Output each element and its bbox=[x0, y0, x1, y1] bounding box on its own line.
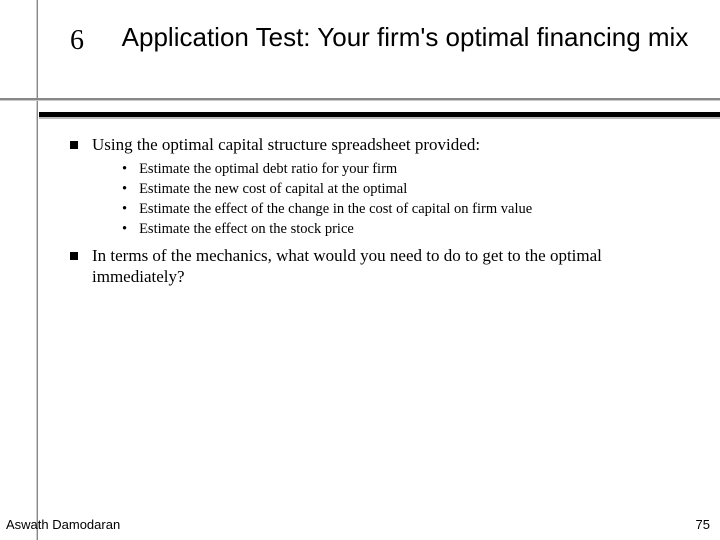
slide-body: Using the optimal capital structure spre… bbox=[62, 134, 692, 291]
square-bullet-icon bbox=[70, 252, 78, 260]
slide-header: 6 Application Test: Your firm's optimal … bbox=[70, 22, 690, 56]
bullet-level2: • Estimate the optimal debt ratio for yo… bbox=[122, 159, 692, 179]
sub-bullet-text: Estimate the effect of the change in the… bbox=[139, 199, 532, 219]
dot-bullet-icon: • bbox=[122, 179, 127, 199]
sub-bullet-text: Estimate the new cost of capital at the … bbox=[139, 179, 407, 199]
sub-bullet-text: Estimate the effect on the stock price bbox=[139, 219, 354, 239]
footer-page-number: 75 bbox=[696, 517, 710, 532]
bullet-level2: • Estimate the new cost of capital at th… bbox=[122, 179, 692, 199]
vertical-rule bbox=[36, 0, 38, 540]
slide-title: Application Test: Your firm's optimal fi… bbox=[120, 22, 690, 52]
dot-bullet-icon: • bbox=[122, 219, 127, 239]
bullet-text: In terms of the mechanics, what would yo… bbox=[92, 245, 692, 287]
title-row: 6 Application Test: Your firm's optimal … bbox=[70, 22, 690, 56]
bullet-level2: • Estimate the effect of the change in t… bbox=[122, 199, 692, 219]
hourglass-icon: 6 bbox=[70, 26, 102, 56]
sub-bullet-text: Estimate the optimal debt ratio for your… bbox=[139, 159, 397, 179]
dot-bullet-icon: • bbox=[122, 199, 127, 219]
square-bullet-icon bbox=[70, 141, 78, 149]
bullet-level1: Using the optimal capital structure spre… bbox=[62, 134, 692, 155]
slide: 6 Application Test: Your firm's optimal … bbox=[0, 0, 720, 540]
sub-bullet-group: • Estimate the optimal debt ratio for yo… bbox=[122, 159, 692, 239]
bullet-text: Using the optimal capital structure spre… bbox=[92, 134, 692, 155]
thick-horizontal-rule bbox=[39, 112, 720, 117]
bullet-level2: • Estimate the effect on the stock price bbox=[122, 219, 692, 239]
dot-bullet-icon: • bbox=[122, 159, 127, 179]
bullet-level1: In terms of the mechanics, what would yo… bbox=[62, 245, 692, 287]
footer-author: Aswath Damodaran bbox=[6, 517, 120, 532]
thin-horizontal-rule bbox=[0, 98, 720, 100]
